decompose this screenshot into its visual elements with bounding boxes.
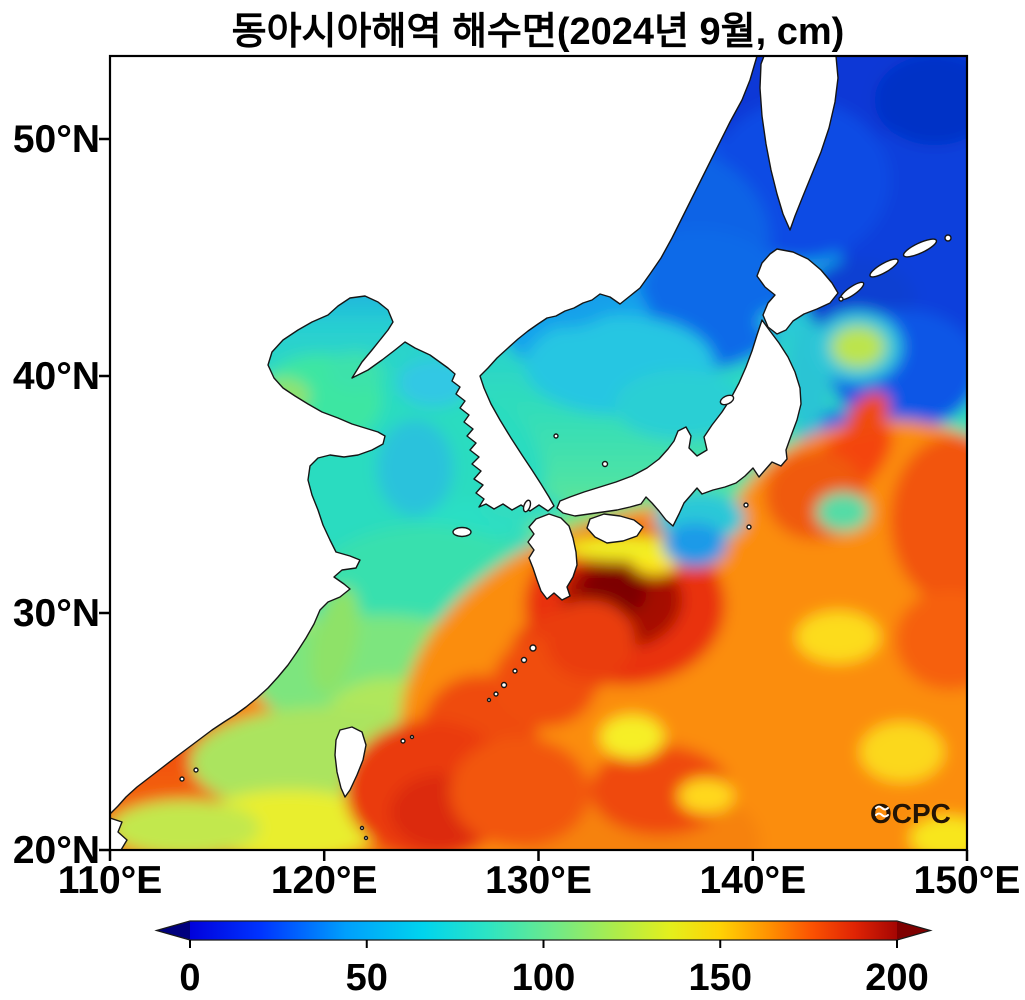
land-coastal-islet xyxy=(193,767,199,773)
y-tick-label-30n: 30°N xyxy=(13,592,100,635)
land-shikoku xyxy=(586,513,644,544)
land-oki xyxy=(601,460,609,468)
land-penghu-islet xyxy=(409,734,415,740)
land-izu-islet xyxy=(746,524,752,530)
colorbar-gradient-bar xyxy=(190,921,897,940)
colorbar-labels: 0 50 100 150 200 xyxy=(179,957,928,999)
colorbar-right-arrow xyxy=(897,921,931,940)
land-tsushima xyxy=(522,499,532,513)
colorbar: 0 50 100 150 200 xyxy=(154,920,933,999)
land-sado xyxy=(719,394,735,406)
land-kuril-island xyxy=(902,238,938,258)
land-coastal-islet xyxy=(179,776,185,782)
land-ryukyu-islet xyxy=(500,681,508,689)
ocpc-logo: OCPC xyxy=(870,798,951,829)
land-ryukyu-islet xyxy=(493,691,499,697)
colorbar-label-150: 150 xyxy=(689,957,752,999)
land-ryukyu-islet xyxy=(520,656,528,664)
colorbar-label-100: 100 xyxy=(512,957,575,999)
colorbar-label-200: 200 xyxy=(865,957,928,999)
x-tick-label-110e: 110°E xyxy=(58,859,163,902)
land-kuril-islet xyxy=(838,296,844,302)
land-ulleungdo xyxy=(553,433,559,439)
land-batanes-islet xyxy=(363,835,369,841)
land-asia-mainland xyxy=(110,56,758,815)
land-sakhalin xyxy=(759,56,839,231)
land-izu-islet xyxy=(743,502,749,508)
land-penghu-islet xyxy=(400,738,406,744)
y-axis-labels: 50°N 40°N 30°N 20°N xyxy=(13,118,100,872)
x-tick-label-120e: 120°E xyxy=(271,859,378,902)
y-tick-label-40n: 40°N xyxy=(13,355,100,398)
x-axis-labels: 110°E 120°E 130°E 140°E 150°E xyxy=(58,859,1021,902)
y-tick-label-50n: 50°N xyxy=(13,118,100,161)
land-ryukyu-islet xyxy=(486,697,492,703)
land-corner-sw xyxy=(110,817,128,850)
land-kuril-islet xyxy=(944,234,952,242)
land-hokkaido xyxy=(756,248,839,335)
land-layer xyxy=(110,56,952,850)
wave-icon xyxy=(875,812,889,818)
land-taiwan xyxy=(334,726,367,798)
land-kyushu xyxy=(527,513,578,601)
ocpc-logo-text: OCPC xyxy=(870,798,951,829)
x-tick-label-140e: 140°E xyxy=(699,859,806,902)
x-tick-label-150e: 150°E xyxy=(914,859,1021,902)
colorbar-label-0: 0 xyxy=(179,957,200,999)
land-batanes-islet xyxy=(359,825,365,831)
axis-ticks xyxy=(99,137,969,861)
colorbar-left-arrow xyxy=(156,921,190,940)
land-ryukyu-islet xyxy=(529,644,537,652)
land-honshu xyxy=(556,319,802,527)
land-ryukyu-islet xyxy=(512,668,518,674)
land-kuril-island xyxy=(869,258,899,278)
colorbar-label-50: 50 xyxy=(346,957,388,999)
x-tick-label-130e: 130°E xyxy=(485,859,592,902)
wave-icon xyxy=(875,805,889,811)
colorbar-ticks xyxy=(189,940,898,948)
y-tick-label-20n: 20°N xyxy=(13,829,100,872)
page-title: 동아시아해역 해수면(2024년 9월, cm) xyxy=(232,11,845,53)
land-jeju xyxy=(452,526,472,538)
